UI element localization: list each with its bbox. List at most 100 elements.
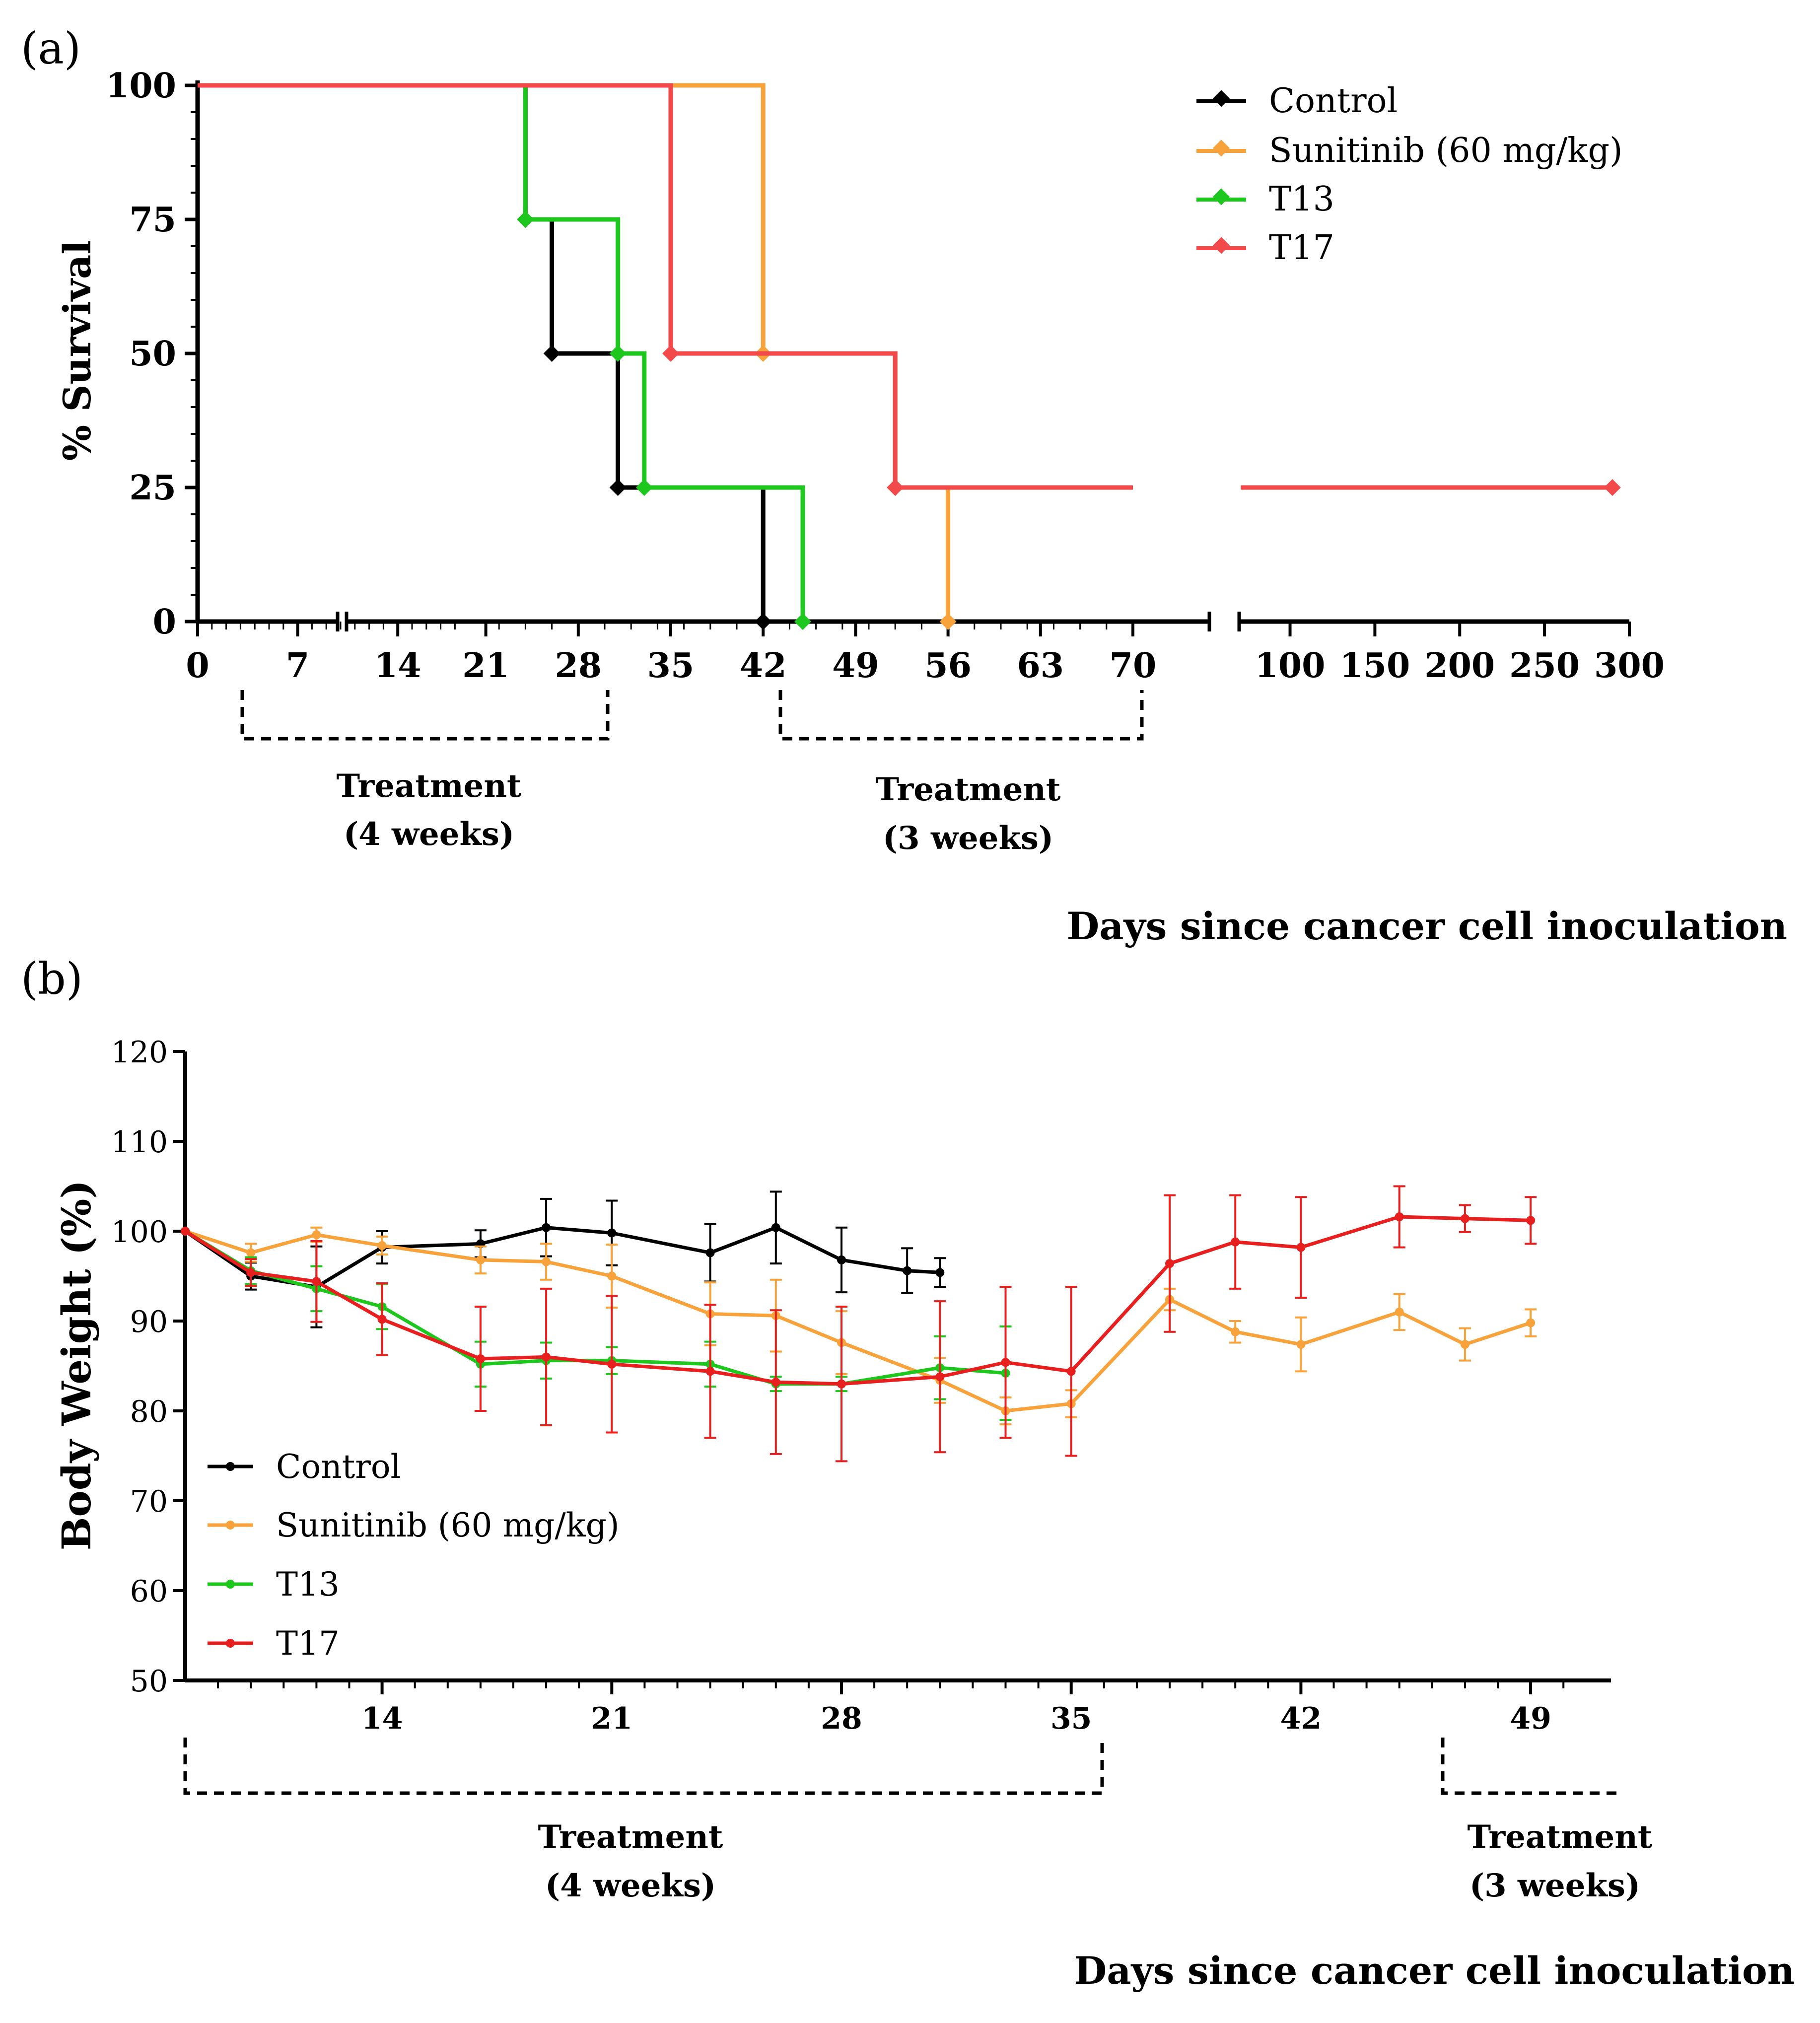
treatment-duration: (3 weeks): [1470, 1867, 1640, 1904]
x-tick-label: 0: [186, 646, 209, 686]
weight-series-2: [181, 1227, 1012, 1421]
survival-marker: [609, 479, 627, 496]
panel-a-y-ticks: 0 25 50 75 100: [106, 66, 198, 642]
y-tick-label: 50: [129, 334, 176, 374]
x-tick-label: 14: [361, 1701, 403, 1736]
x-tick-label: 35: [647, 646, 695, 686]
legend-item-t13: T13: [208, 1565, 340, 1604]
x-tick-label: 200: [1424, 646, 1495, 686]
weight-point: [705, 1248, 715, 1257]
x-tick-label: 21: [591, 1701, 633, 1736]
survival-series-2: [198, 83, 811, 630]
y-tick-label: 50: [130, 1664, 168, 1699]
weight-series-1: [181, 1226, 1537, 1426]
x-tick-label: 150: [1339, 646, 1410, 686]
x-tick-label: 63: [1017, 646, 1064, 686]
x-tick-label: 56: [924, 646, 972, 686]
panel-b-label: (b): [21, 953, 83, 1004]
survival-marker: [939, 613, 957, 630]
x-tick-label: 70: [1110, 646, 1157, 686]
panel-b-y-axis-title: Body Weight (%): [53, 1180, 100, 1550]
x-tick-label: 42: [1280, 1701, 1322, 1736]
panel-a-x-ticks: 0 7 14 21 28 35 42 49 56 63 70 100 150 200 250 300: [186, 622, 1665, 686]
weight-point: [476, 1354, 485, 1364]
weight-point: [607, 1359, 617, 1369]
survival-marker: [635, 479, 653, 496]
weight-point: [1395, 1307, 1404, 1317]
x-tick-label: 28: [555, 646, 602, 686]
survival-line: [198, 83, 1612, 490]
x-tick-label: 300: [1594, 646, 1665, 686]
x-tick-label: 28: [821, 1701, 862, 1736]
legend-item-t17: T17: [208, 1624, 340, 1663]
weight-point: [542, 1223, 551, 1232]
treatment-label: Treatment: [538, 1818, 723, 1856]
treatment-duration: (4 weeks): [344, 816, 514, 853]
survival-marker: [794, 613, 811, 630]
legend-label-control: Control: [276, 1448, 401, 1486]
survival-marker: [662, 345, 679, 362]
y-tick-label: 90: [130, 1305, 168, 1339]
y-tick-label: 120: [111, 1035, 168, 1070]
y-tick-label: 100: [111, 1215, 168, 1250]
weight-point: [837, 1379, 846, 1389]
panel-a-treatment-3wk: Treatment (3 weeks): [778, 690, 1144, 857]
x-tick-label: 14: [374, 646, 421, 686]
treatment-duration: (3 weeks): [883, 820, 1053, 857]
panel-a-treatment-4wk: Treatment (4 weeks): [240, 690, 610, 853]
panel-b-x-axis-title: Days since cancer cell inoculation: [1074, 1949, 1795, 1993]
legend-label-t13: T13: [1269, 180, 1334, 219]
panel-b-x-ticks: 14 21 28 35 42 49: [217, 1680, 1565, 1736]
weight-point: [1395, 1212, 1404, 1222]
weight-series-3: [181, 1185, 1537, 1463]
y-tick-label: 100: [106, 66, 176, 106]
treatment-label: Treatment: [1468, 1818, 1653, 1856]
x-tick-label: 21: [462, 646, 509, 686]
legend-label-t17: T17: [276, 1624, 340, 1663]
x-tick-label: 250: [1509, 646, 1580, 686]
weight-point: [771, 1378, 780, 1387]
weight-point: [1165, 1259, 1174, 1268]
legend-item-t13: T13: [1196, 180, 1334, 219]
panel-b-treatment-4wk: Treatment (4 weeks): [183, 1738, 1104, 1904]
weight-point: [312, 1230, 321, 1240]
weight-point: [377, 1241, 387, 1250]
weight-point: [1296, 1340, 1306, 1349]
treatment-label: Treatment: [337, 767, 522, 805]
panel-a: (a) 0 25 50 75 100 % Survival 0 7 14 21 28 35 42 49…: [21, 23, 1787, 948]
weight-point: [607, 1228, 617, 1238]
weight-point: [935, 1372, 945, 1382]
legend-item-control: Control: [208, 1448, 401, 1486]
weight-series-0: [181, 1190, 946, 1328]
weight-point: [1460, 1214, 1470, 1223]
weight-point: [1231, 1327, 1240, 1336]
legend-label-control: Control: [1269, 81, 1398, 121]
y-tick-label: 0: [153, 602, 176, 642]
panel-b-series: [181, 1185, 1537, 1463]
survival-marker: [609, 345, 627, 362]
weight-point: [935, 1268, 945, 1277]
weight-point: [1296, 1243, 1306, 1252]
weight-line: [184, 1215, 1531, 1386]
panel-b: (b) 50 60 70 80 90 100 110 120 14 21 28 35 42 49 Bod…: [21, 953, 1795, 1993]
panel-b-treatment-3wk: Treatment (3 weeks): [1441, 1738, 1653, 1904]
panel-a-label: (a): [21, 23, 81, 74]
panel-a-x-axis-title: Days since cancer cell inoculation: [1066, 904, 1787, 948]
weight-point: [1231, 1237, 1240, 1247]
weight-point: [246, 1248, 256, 1257]
y-tick-label: 60: [130, 1574, 168, 1609]
y-tick-label: 80: [130, 1395, 168, 1429]
weight-point: [1001, 1358, 1010, 1367]
survival-series-0: [198, 83, 772, 630]
weight-point: [181, 1227, 190, 1236]
weight-point: [312, 1277, 321, 1286]
weight-point: [246, 1268, 256, 1277]
panel-a-legend: Control Sunitinib (60 mg/kg) T13 T17: [1196, 81, 1623, 268]
treatment-label: Treatment: [876, 771, 1061, 808]
survival-marker: [755, 613, 772, 630]
panel-b-y-ticks: 50 60 70 80 90 100 110 120: [111, 1035, 185, 1699]
survival-marker: [887, 479, 904, 496]
y-tick-label: 25: [129, 468, 176, 508]
survival-marker: [1604, 479, 1621, 496]
weight-point: [377, 1315, 387, 1324]
